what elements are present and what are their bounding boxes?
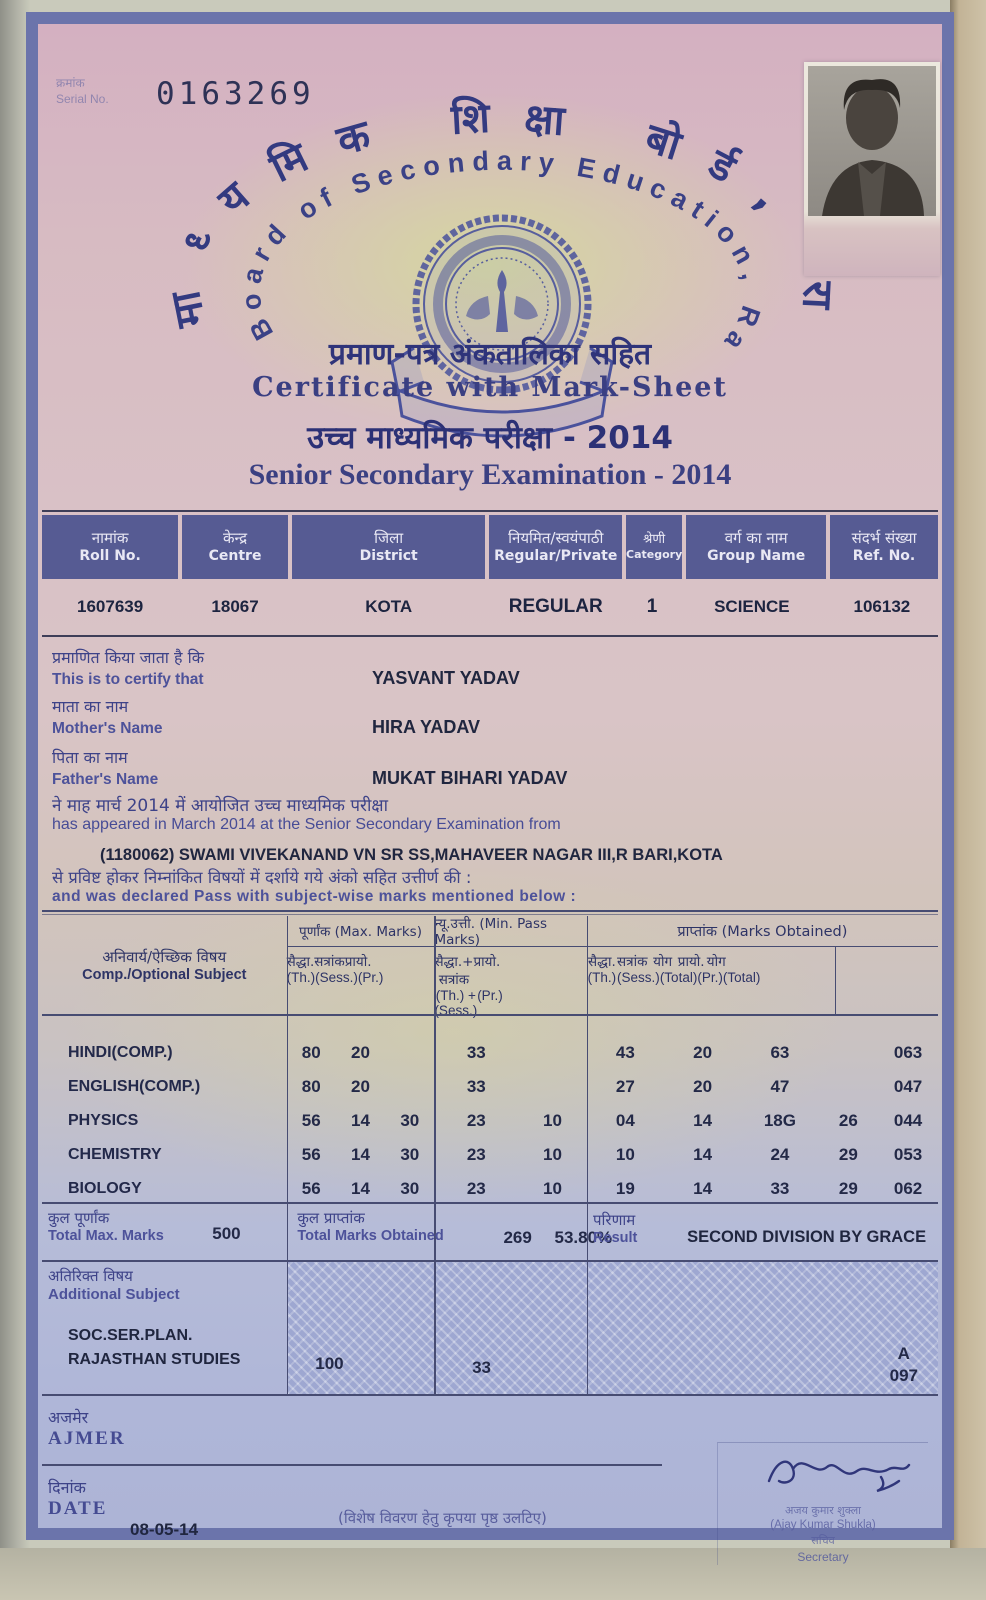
table-row-hindi: HINDI(COMP.) 80 20 33 43 20 63 063 (68, 1043, 923, 1062)
roll-no-value: 1607639 (77, 597, 144, 616)
mother-name: HIRA YADAV (372, 717, 481, 737)
appeared-line-hi: ने माह मार्च 2014 में आयोजित उच्च माध्यम… (52, 796, 388, 816)
scan-edge-right (950, 0, 986, 1600)
signature-icon (767, 1460, 911, 1493)
marks-table-header: अनिवार्य/ऐच्छिक विषय Comp./Optional Subj… (42, 916, 938, 1018)
total-max-value: 500 (212, 1224, 241, 1243)
info-col-refno: संदर्भ संख्या Ref. No. (830, 515, 938, 579)
additional-subject-section: अतिरिक्त विषय Additional Subject SOC.SER… (42, 1262, 938, 1394)
additional-max-marks: 100 (315, 1354, 344, 1373)
percentage-value: 53.80% (554, 1228, 613, 1247)
min-pass-header: न्यू.उत्ती. (Min. Pass Marks) (434, 916, 587, 948)
marks-obtained-header: प्राप्तांक (Marks Obtained) (586, 916, 938, 947)
total-max-label: कुल पूर्णांक Total Max. Marks (48, 1209, 164, 1244)
student-photo (808, 66, 936, 216)
info-table: नामांक Roll No. केन्द्र Centre जिला Distric… (42, 510, 938, 637)
school-name: (1180062) SWAMI VIVEKANAND VN SR SS,MAHA… (100, 846, 723, 864)
exam-title-hindi: उच्च माध्यमिक परीक्षा - 2014 (307, 420, 673, 456)
certify-label-en: This is to certify that (52, 671, 204, 688)
table-row-chemistry: CHEMISTRY 56 14 30 23 10 10 14 24 29 053 (68, 1145, 923, 1164)
info-col-rollno: नामांक Roll No. (42, 515, 179, 579)
total-obtained-label: कुल प्राप्तांक Total Marks Obtained (297, 1209, 444, 1244)
additional-subject-label: अतिरिक्त विषय Additional Subject (48, 1267, 180, 1303)
district-value: KOTA (365, 597, 413, 616)
board-emblem (390, 214, 614, 438)
serial-label: क्रमांक Serial No. (56, 76, 109, 106)
result-label: परिणाम Result (593, 1211, 638, 1246)
subject-header: अनिवार्य/ऐच्छिक विषय Comp./Optional Subj… (82, 948, 247, 983)
info-col-group: वर्ग का नाम Group Name (686, 515, 827, 579)
max-marks-subheader: सैद्धा. सत्रांक प्रायो. (Th.) (Sess.) (Pr.) (286, 954, 384, 985)
result-value: SECOND DIVISION BY GRACE (687, 1228, 927, 1246)
title-hindi: प्रमाण-पत्र अंकतालिका सहित (328, 337, 652, 372)
scan-edge-left (0, 0, 30, 1600)
student-photo-frame (804, 62, 940, 276)
school-block: (1180062) SWAMI VIVEKANAND VN SR SS,MAHA… (52, 846, 932, 906)
centre-value: 18067 (211, 597, 259, 616)
additional-subject-name: SOC.SER.PLAN. RAJASTHAN STUDIES (68, 1327, 241, 1368)
place-hi: अजमेर (48, 1408, 89, 1427)
table-row-biology: BIOLOGY 56 14 30 23 10 19 14 33 29 062 (68, 1179, 923, 1198)
father-label-hi: पिता का नाम (52, 748, 128, 767)
certificate-document: क्रमांक Serial No. 0163269 माध्यमिक शिक्… (26, 12, 954, 1565)
group-value: SCIENCE (714, 597, 790, 616)
info-col-centre: केन्द्र Centre (182, 515, 288, 579)
info-col-category: श्रेणी Category (626, 515, 683, 579)
totals-row: कुल पूर्णांक Total Max. Marks 500 कुल प्… (42, 1202, 938, 1260)
scan-edge-bottom (0, 1548, 986, 1600)
father-name: MUKAT BIHARI YADAV (372, 768, 568, 788)
exam-title-english: Senior Secondary Examination - 2014 (248, 458, 732, 491)
place-en: AJMER (48, 1428, 126, 1449)
min-pass-subheader: सैद्धा.+ सत्रांक प्रायो. (Th.) + (Sess.)(… (434, 954, 503, 1018)
category-value: 1 (646, 596, 658, 617)
signatory-name-hi: अजय कुमार शुक्ला (784, 1503, 862, 1517)
info-col-district: जिला District (291, 515, 486, 579)
date-value: 08-05-14 (130, 1520, 199, 1539)
total-obtained-value: 269 (503, 1228, 532, 1247)
board-header-arcs: माध्यमिक शिक्षा बोर्ड, राजस्थान Board of… (156, 66, 843, 438)
additional-grade: A (897, 1344, 910, 1363)
info-col-regular: नियमित/स्वयंपाठी Regular/Private (489, 515, 623, 579)
table-row-english: ENGLISH(COMP.) 80 20 33 27 20 47 047 (68, 1077, 923, 1096)
additional-total: 097 (889, 1366, 918, 1385)
certify-block: प्रमाणित किया जाता है कि This is to cert… (52, 646, 932, 834)
max-marks-header: पूर्णांक (Max. Marks) (286, 916, 435, 947)
designation-en: Secretary (797, 1549, 849, 1564)
date-block: दिनांक DATE (48, 1476, 107, 1520)
place-block: अजमेर AJMER (48, 1406, 126, 1450)
certify-label-hi: प्रमाणित किया जाता है कि (52, 648, 205, 667)
mother-label-en: Mother's Name (52, 720, 163, 737)
student-name: YASVANT YADAV (372, 668, 520, 688)
title-english: Certificate with Mark-Sheet (252, 372, 728, 403)
signatory-name-en: (Ajay Kumar Shukla) (770, 1519, 876, 1532)
date-label-en: DATE (48, 1498, 108, 1519)
appeared-line-en: has appeared in March 2014 at the Senior… (52, 816, 561, 833)
signature-block: अजय कुमार शुक्ला (Ajay Kumar Shukla) सचि… (717, 1442, 928, 1565)
serial-number: 0163269 (156, 76, 315, 112)
designation-hi: सचिव (811, 1533, 835, 1547)
declared-line-en: and was declared Pass with subject-wise … (52, 888, 577, 905)
mother-label-hi: माता का नाम (52, 697, 129, 716)
refno-value: 106132 (853, 597, 911, 616)
marks-obtained-subheader: सैद्धा. सत्रांक योग प्रायो. योग (Th.) (Sess.)… (587, 954, 761, 985)
regular-value: REGULAR (508, 596, 603, 617)
father-label-en: Father's Name (52, 771, 159, 788)
date-label-hi: दिनांक (48, 1478, 86, 1497)
table-row-physics: PHYSICS 56 14 30 23 10 04 14 18G 26 044 (68, 1111, 923, 1130)
additional-min-pass: 33 (472, 1358, 491, 1377)
declared-line-hi: से प्रविष्ट होकर निम्नांकित विषयों में द… (52, 868, 472, 887)
marks-table: अनिवार्य/ऐच्छिक विषय Comp./Optional Subj… (42, 910, 938, 1396)
turn-page-note: (विशेष विवरण हेतु कृपया पृष्ठ उलटिए) (338, 1509, 547, 1527)
